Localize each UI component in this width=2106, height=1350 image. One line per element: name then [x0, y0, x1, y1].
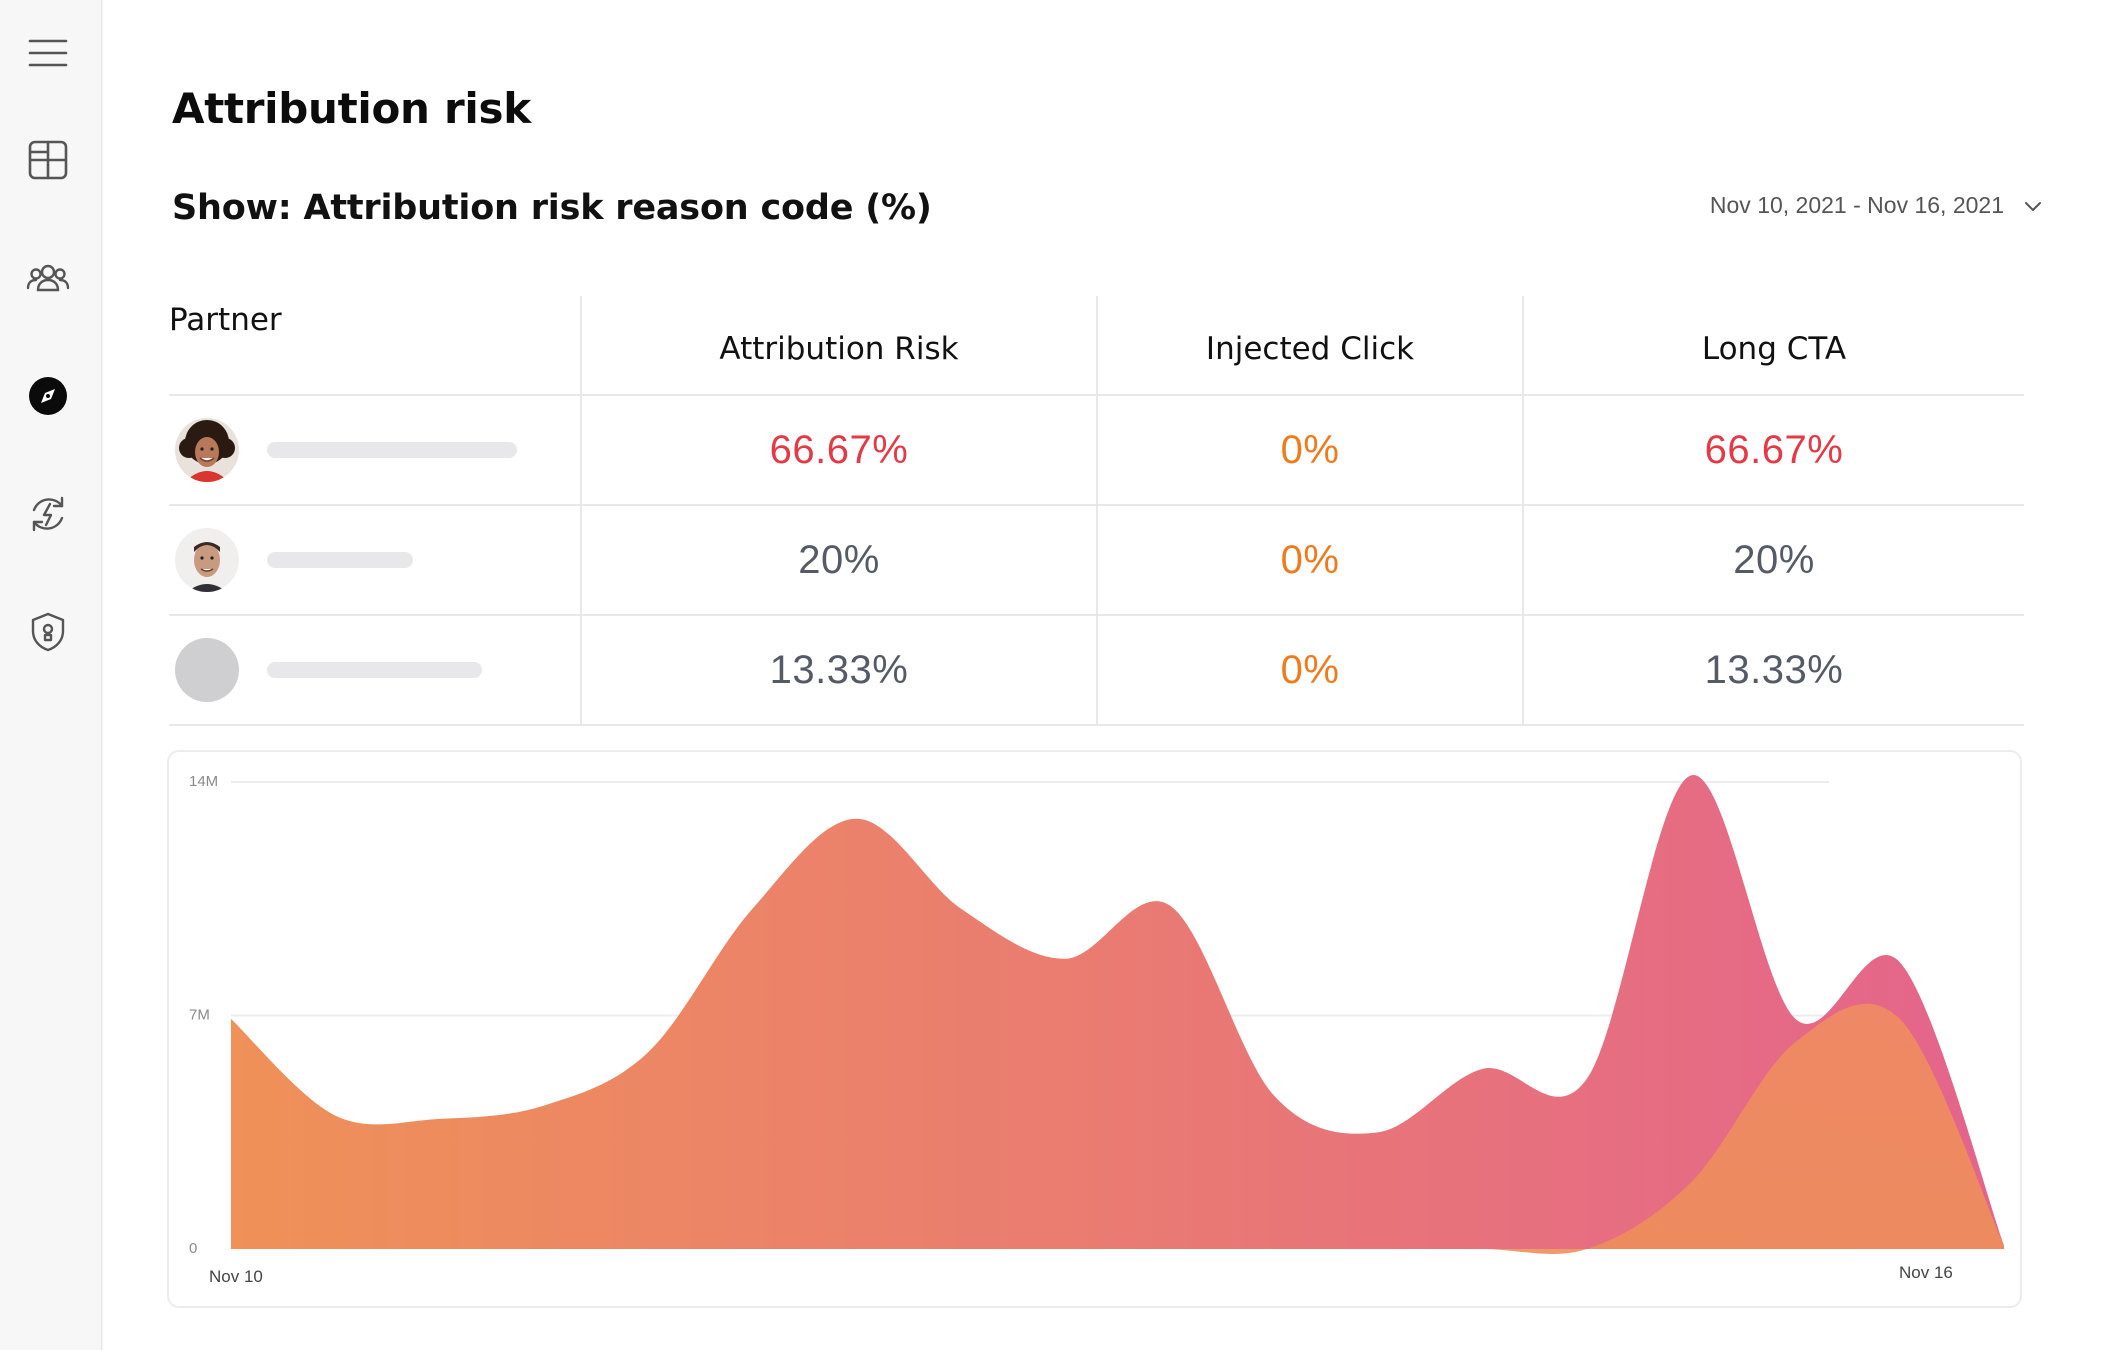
long-cta-value: 20%	[1733, 537, 1815, 582]
date-range-text: Nov 10, 2021 - Nov 16, 2021	[1709, 192, 2004, 218]
users-icon[interactable]	[22, 252, 74, 304]
chevron-down-icon	[2022, 195, 2044, 217]
sidebar	[0, 0, 102, 1350]
area-chart: 14M 7M 0 Nov 10 Nov 16	[189, 773, 2004, 1286]
partner-name-placeholder	[267, 442, 517, 458]
avatar-placeholder	[175, 638, 239, 702]
table-row[interactable]: 13.33% 0% 13.33%	[169, 616, 2024, 726]
partner-name-placeholder	[267, 552, 413, 568]
attribution-risk-value: 20%	[798, 537, 880, 582]
date-range-picker[interactable]: Nov 10, 2021 - Nov 16, 2021	[1710, 192, 2044, 219]
avatar	[175, 528, 239, 592]
column-header-attribution-risk[interactable]: Attribution Risk	[719, 331, 959, 367]
show-filter-label[interactable]: Show: Attribution risk reason code (%)	[172, 188, 932, 228]
attribution-table: Partner Attribution Risk Injected Click …	[169, 296, 2024, 726]
y-tick-label: 0	[189, 1240, 197, 1257]
column-header-long-cta[interactable]: Long CTA	[1701, 331, 1847, 367]
chart-card: 14M 7M 0 Nov 10 Nov 16	[167, 750, 2022, 1308]
area-series-2	[231, 1003, 2004, 1254]
injected-click-value: 0%	[1280, 537, 1340, 582]
main-panel: Attribution risk Show: Attribution risk …	[103, 0, 2106, 1350]
injected-click-value: 0%	[1280, 427, 1340, 472]
attribution-risk-value: 66.67%	[769, 427, 909, 472]
long-cta-value: 13.33%	[1704, 647, 1844, 692]
y-tick-label: 7M	[189, 1007, 210, 1024]
table-row[interactable]: 66.67% 0% 66.67%	[169, 396, 2024, 506]
avatar	[175, 418, 239, 482]
menu-icon[interactable]	[22, 27, 74, 79]
partner-name-placeholder	[267, 662, 482, 678]
compass-icon[interactable]	[22, 370, 74, 422]
column-header-injected-click[interactable]: Injected Click	[1205, 331, 1415, 367]
column-header-partner[interactable]: Partner	[169, 302, 282, 338]
attribution-risk-value: 13.33%	[769, 647, 909, 692]
page-title: Attribution risk	[172, 84, 531, 133]
table-header-row: Partner Attribution Risk Injected Click …	[169, 296, 2024, 396]
injected-click-value: 0%	[1280, 647, 1340, 692]
area-series-1	[231, 775, 2004, 1249]
long-cta-value: 66.67%	[1704, 427, 1844, 472]
lightning-refresh-icon[interactable]	[22, 488, 74, 540]
dashboard-icon[interactable]	[22, 134, 74, 186]
x-tick-label: Nov 16	[1899, 1263, 1953, 1282]
shield-lock-icon[interactable]	[22, 606, 74, 658]
y-tick-label: 14M	[189, 773, 218, 790]
x-tick-label: Nov 10	[209, 1267, 263, 1286]
table-row[interactable]: 20% 0% 20%	[169, 506, 2024, 616]
